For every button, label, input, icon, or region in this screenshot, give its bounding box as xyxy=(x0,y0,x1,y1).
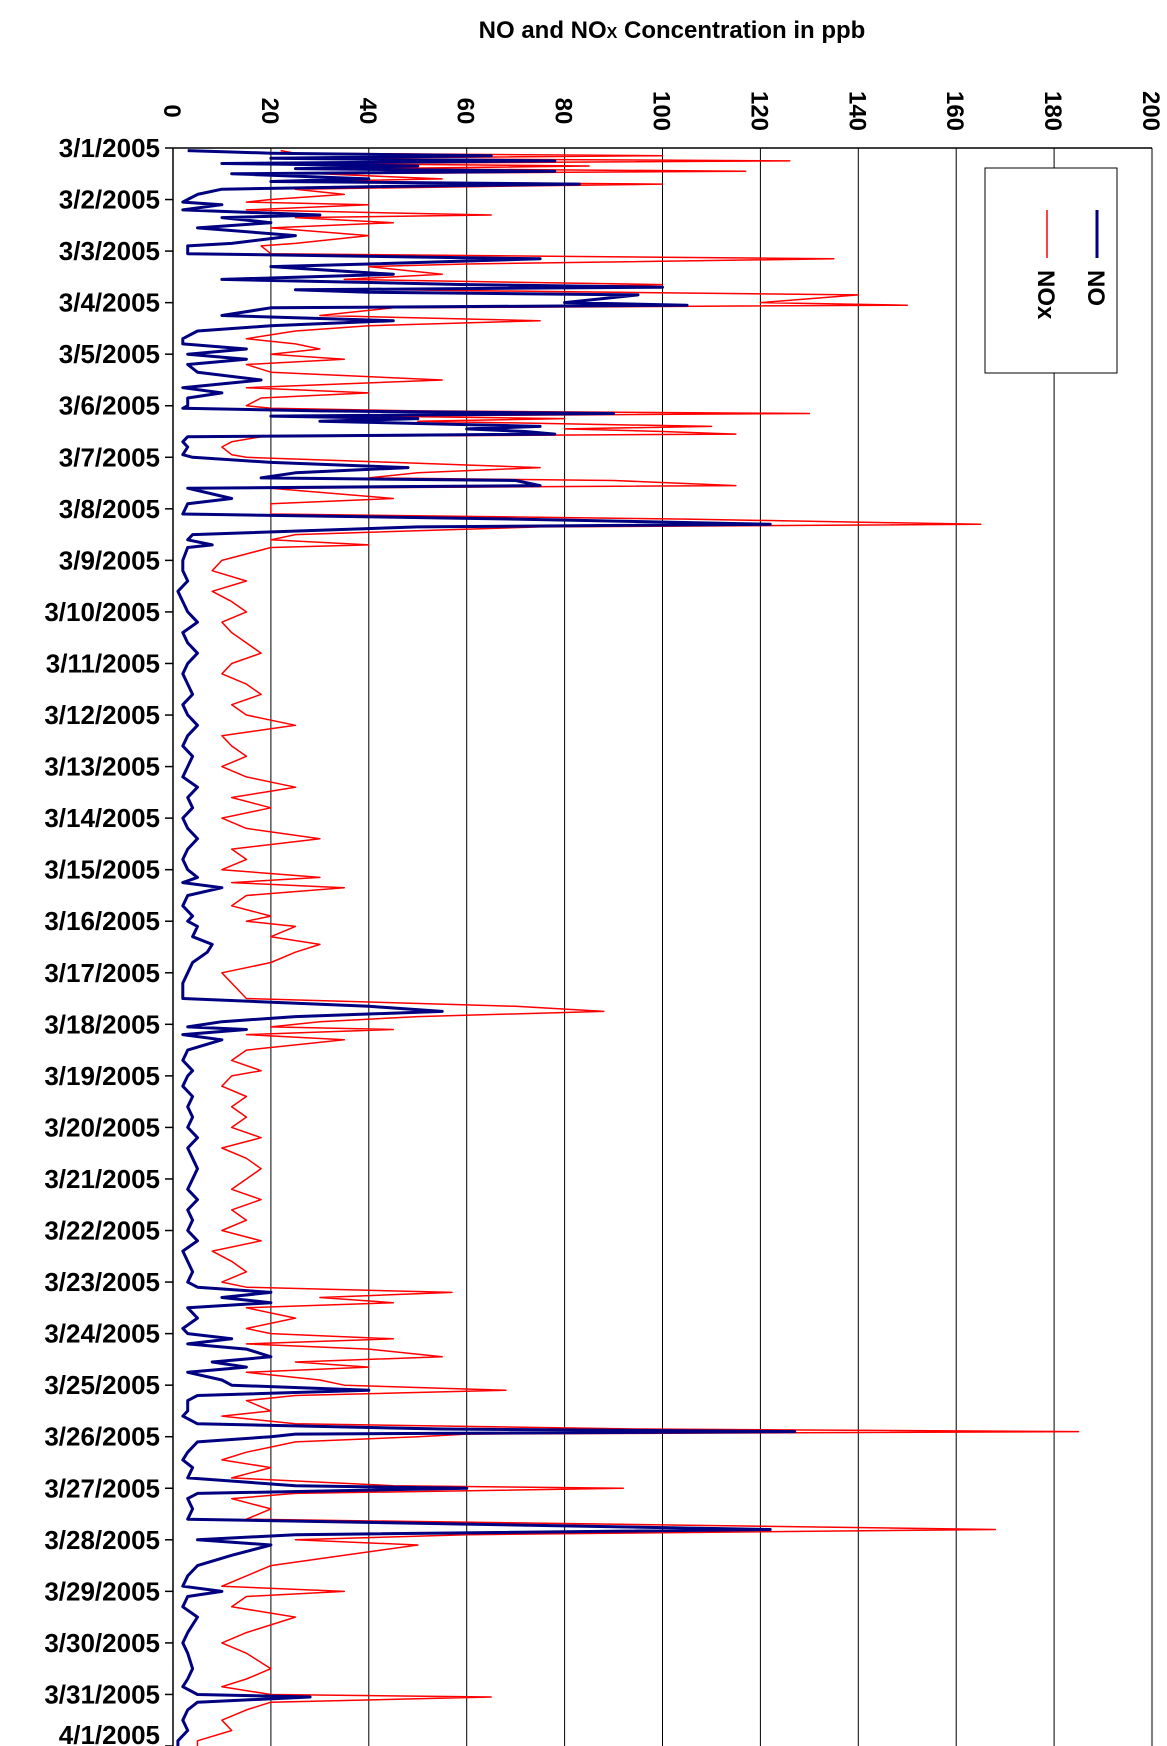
tick-labels: 0 20 40 60 80 100 120 140 160 180 200 3/1/2005 3/2/2… xyxy=(44,91,1164,1746)
date-tick-label: 3/16/2005 xyxy=(44,906,160,936)
chart-title: NO and NOX Concentration in ppb xyxy=(479,17,866,44)
value-tick-0: 0 xyxy=(158,104,185,117)
date-tick-label: 3/29/2005 xyxy=(44,1576,160,1606)
date-tick-label: 3/6/2005 xyxy=(59,391,160,421)
date-tick-label: 3/23/2005 xyxy=(44,1267,160,1297)
date-tick-label: 3/4/2005 xyxy=(59,288,160,318)
date-tick-label: 3/30/2005 xyxy=(44,1628,160,1658)
date-tick-label: 3/26/2005 xyxy=(44,1422,160,1452)
date-tick-label: 4/1/2005 xyxy=(59,1720,160,1746)
value-tick-160: 160 xyxy=(941,91,968,131)
series-lines xyxy=(176,149,1080,1746)
date-tick-label: 3/8/2005 xyxy=(59,494,160,524)
legend-box xyxy=(984,167,1118,374)
value-tick-120: 120 xyxy=(745,91,772,131)
date-tick-label: 3/3/2005 xyxy=(59,236,160,266)
date-tick-label: 3/5/2005 xyxy=(59,339,160,369)
value-tick-60: 60 xyxy=(452,98,479,125)
date-tick-label: 3/7/2005 xyxy=(59,442,160,472)
series-line-no xyxy=(176,149,797,1746)
chart-title-rest: Concentration in ppb xyxy=(617,17,865,44)
date-tick-label: 3/31/2005 xyxy=(44,1679,160,1709)
legend: NO NOx xyxy=(984,167,1118,374)
chart-title-main: NO and NO xyxy=(479,17,607,44)
legend-label-no: NO xyxy=(1082,270,1109,306)
date-tick-label: 3/21/2005 xyxy=(44,1164,160,1194)
date-tick-label: 3/27/2005 xyxy=(44,1473,160,1503)
value-tick-180: 180 xyxy=(1039,91,1066,131)
value-tick-80: 80 xyxy=(550,98,577,125)
chart-title-subscript: X xyxy=(607,25,618,42)
value-tick-40: 40 xyxy=(354,98,381,125)
axes xyxy=(165,147,1153,1746)
legend-label-nox: NOx xyxy=(1032,270,1059,320)
date-tick-label: 3/13/2005 xyxy=(44,752,160,782)
date-tick-label: 3/15/2005 xyxy=(44,855,160,885)
date-tick-label: 3/12/2005 xyxy=(44,700,160,730)
value-tick-140: 140 xyxy=(843,91,870,131)
gridlines xyxy=(270,148,1153,1746)
date-tick-label: 3/25/2005 xyxy=(44,1370,160,1400)
date-tick-label: 3/24/2005 xyxy=(44,1319,160,1349)
date-tick-label: 3/18/2005 xyxy=(44,1009,160,1039)
date-tick-label: 3/19/2005 xyxy=(44,1061,160,1091)
date-tick-label: 3/17/2005 xyxy=(44,958,160,988)
date-tick-label: 3/20/2005 xyxy=(44,1112,160,1142)
value-tick-20: 20 xyxy=(256,98,283,125)
date-tick-label: 3/10/2005 xyxy=(44,597,160,627)
date-tick-label: 3/22/2005 xyxy=(44,1216,160,1246)
value-tick-200: 200 xyxy=(1137,91,1164,131)
date-tick-label: 3/2/2005 xyxy=(59,185,160,215)
date-tick-label: 3/14/2005 xyxy=(44,803,160,833)
date-tick-label: 3/11/2005 xyxy=(46,648,160,678)
series-line-nox xyxy=(196,149,1080,1746)
date-tick-label: 3/9/2005 xyxy=(59,545,160,575)
value-tick-100: 100 xyxy=(648,91,675,131)
date-tick-label: 3/1/2005 xyxy=(59,133,160,163)
date-tick-label: 3/28/2005 xyxy=(44,1525,160,1555)
